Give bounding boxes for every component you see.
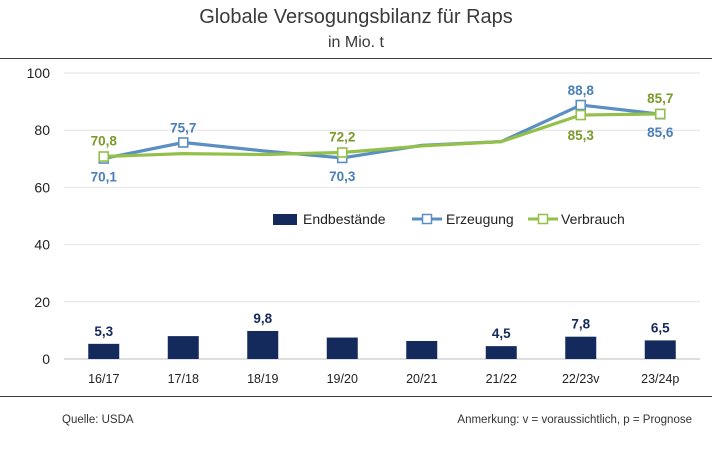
legend: Endbestände Erzeugung Verbrauch: [273, 211, 625, 227]
x-tick-label: 16/17: [88, 372, 119, 386]
bar-17/18: [167, 336, 199, 359]
legend-label-verbrauch: Verbrauch: [561, 211, 625, 227]
bar-20/21: [406, 340, 438, 359]
bar-label: 5,3: [94, 324, 113, 339]
marker-verbrauch: [654, 108, 666, 120]
marker-verbrauch: [336, 147, 348, 158]
erzeugung-label: 75,7: [170, 120, 196, 135]
bottom-divider: [0, 396, 712, 397]
verbrauch-label: 72,2: [329, 130, 355, 145]
chart-subtitle: in Mio. t: [327, 34, 384, 51]
x-tick-label: 23/24p: [641, 372, 679, 386]
legend-label-endbestaende: Endbestände: [303, 211, 386, 227]
erzeugung-label: 88,8: [568, 83, 595, 98]
marker-erzeugung: [177, 137, 189, 148]
x-axis-ticks: 16/17 17/18 18/19 19/20 20/21 21/22 22/23v 23/2…: [88, 372, 679, 386]
y-tick-20: 20: [34, 294, 50, 310]
verbrauch-label: 70,8: [91, 134, 118, 149]
bar-18/19: [247, 330, 279, 359]
bar-label: 6,5: [651, 320, 670, 335]
y-tick-80: 80: [34, 122, 50, 138]
bar-label: 7,8: [571, 317, 590, 332]
y-tick-40: 40: [34, 237, 50, 253]
bar-series-endbestaende: [88, 330, 676, 359]
erzeugung-label: 85,6: [647, 125, 674, 140]
bar-23/24p: [644, 340, 676, 359]
bar-16/17: [88, 343, 120, 359]
chart-title: Globale Versogungsbilanz für Raps: [199, 6, 513, 28]
bar-label: 4,5: [492, 326, 511, 341]
marker-verbrauch: [575, 109, 587, 121]
erzeugung-label: 70,3: [329, 169, 356, 184]
bar-22/23v: [565, 336, 597, 359]
x-tick-label: 18/19: [247, 372, 278, 386]
x-tick-label: 17/18: [168, 372, 199, 386]
line-erzeugung: [103, 103, 661, 161]
erzeugung-label: 70,1: [91, 170, 118, 185]
data-labels: 5,3 9,8 4,5 7,8 6,5 70,1 75,7 70,3 88,8 85,6 70,8 7…: [91, 83, 674, 341]
y-tick-100: 100: [27, 65, 51, 81]
x-tick-label: 20/21: [406, 372, 437, 386]
bar-label: 9,8: [253, 311, 272, 326]
source-note: Quelle: USDA: [62, 414, 134, 426]
y-tick-60: 60: [34, 179, 50, 195]
bar-21/22: [485, 346, 517, 359]
legend-marker-verbrauch: [537, 213, 549, 225]
verbrauch-label: 85,7: [647, 91, 673, 106]
marker-erzeugung: [575, 99, 587, 111]
marker-verbrauch: [98, 151, 110, 162]
line-verbrauch: [103, 112, 661, 159]
legend-marker-erzeugung: [421, 213, 433, 225]
x-tick-label: 21/22: [486, 372, 517, 386]
bar-19/20: [326, 337, 358, 359]
y-axis-ticks: 0 20 40 60 80 100: [27, 65, 51, 367]
footnote: Anmerkung: v = voraussichtlich, p = Prog…: [457, 414, 692, 426]
x-tick-label: 22/23v: [562, 372, 600, 386]
legend-swatch-endbestaende: [273, 214, 297, 225]
top-divider: [0, 58, 712, 59]
line-series: [98, 99, 666, 164]
legend-label-erzeugung: Erzeugung: [446, 211, 514, 227]
y-tick-0: 0: [42, 351, 50, 367]
x-tick-label: 19/20: [327, 372, 358, 386]
verbrauch-label: 85,3: [568, 128, 595, 143]
